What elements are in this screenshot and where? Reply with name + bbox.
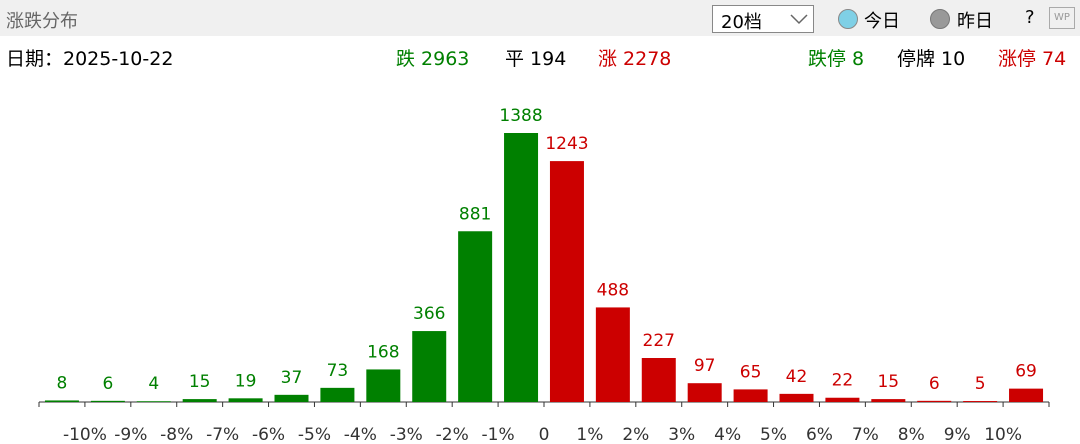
- x-tick-label: 10%: [984, 425, 1022, 444]
- bar: [90, 400, 125, 402]
- x-tick-label: -9%: [114, 425, 147, 444]
- value-label: 366: [413, 304, 445, 324]
- x-tick-label: -3%: [390, 425, 423, 444]
- bar: [1009, 388, 1044, 402]
- bar: [274, 394, 309, 402]
- value-label: 69: [1015, 362, 1037, 382]
- value-label: 19: [235, 371, 257, 391]
- bar: [687, 383, 722, 402]
- radio-today-label: 今日: [864, 11, 900, 32]
- dropdown-arrow: [790, 14, 808, 25]
- value-label: 15: [189, 372, 211, 392]
- bar: [917, 400, 952, 402]
- bar: [136, 401, 171, 402]
- value-label: 881: [459, 204, 491, 224]
- value-label: 168: [367, 342, 399, 362]
- bar: [595, 307, 630, 402]
- x-tick-label: -6%: [252, 425, 285, 444]
- bar: [458, 231, 493, 402]
- x-tick-label: 7%: [852, 425, 879, 444]
- value-label: 37: [281, 368, 303, 388]
- value-label: 73: [327, 361, 349, 381]
- value-label: 22: [832, 371, 854, 391]
- radio-yesterday-label: 昨日: [957, 11, 993, 32]
- flat-count: 平 194: [505, 48, 567, 70]
- x-tick-label: -2%: [436, 425, 469, 444]
- panel-title: 涨跌分布: [6, 11, 78, 32]
- bar: [504, 133, 539, 402]
- limit-up: 涨停 74: [998, 48, 1067, 70]
- value-label: 15: [877, 372, 899, 392]
- x-tick-label: 5%: [760, 425, 787, 444]
- limit-down: 跌停 8: [808, 48, 865, 70]
- x-tick-label: -7%: [206, 425, 239, 444]
- dropdown[interactable]: 20档: [712, 5, 814, 33]
- x-tick-label: 2%: [622, 425, 649, 444]
- value-label: 4: [148, 374, 159, 394]
- x-tick-label: -5%: [298, 425, 331, 444]
- x-tick-label: -8%: [160, 425, 193, 444]
- suspended: 停牌 10: [897, 48, 966, 70]
- value-label: 227: [643, 331, 675, 351]
- bar: [963, 401, 998, 402]
- radio-today[interactable]: [838, 9, 858, 29]
- bar: [779, 393, 814, 402]
- bar: [182, 399, 217, 402]
- radio-yesterday[interactable]: [930, 9, 950, 29]
- bar: [871, 399, 906, 402]
- down-count: 跌 2963: [396, 48, 470, 70]
- x-tick-label: 9%: [944, 425, 971, 444]
- value-label: 8: [57, 373, 68, 393]
- x-tick-label: -10%: [63, 425, 107, 444]
- x-tick-label: 3%: [668, 425, 695, 444]
- x-tick-label: 6%: [806, 425, 833, 444]
- date: 日期：2025-10-22: [6, 48, 174, 70]
- value-label: 6: [929, 374, 940, 394]
- value-label: 42: [786, 367, 808, 387]
- bar: [641, 358, 676, 402]
- bar: [366, 369, 401, 402]
- bar: [228, 398, 263, 402]
- bar: [825, 397, 860, 402]
- bar: [412, 331, 447, 402]
- title-bar: 涨跌分布 20档 今日 昨日 ? WP: [0, 0, 1080, 36]
- bar: [733, 389, 768, 402]
- value-label: 5: [975, 374, 986, 394]
- x-tick-label: -4%: [344, 425, 377, 444]
- bar: [320, 387, 355, 402]
- x-tick-label: 0: [539, 425, 550, 444]
- value-label: 97: [694, 356, 716, 376]
- value-label: 488: [597, 280, 629, 300]
- x-tick-label: 1%: [576, 425, 603, 444]
- value-label: 1243: [545, 134, 588, 154]
- value-label: 1388: [499, 106, 542, 126]
- value-label: 6: [102, 374, 113, 394]
- dropdown-value: 20档: [721, 12, 762, 33]
- bar: [549, 161, 584, 402]
- wp-icon[interactable]: WP: [1049, 7, 1075, 29]
- bar: [44, 400, 79, 402]
- value-label: 65: [740, 362, 762, 382]
- up-count: 涨 2278: [598, 48, 672, 70]
- x-tick-label: 4%: [714, 425, 741, 444]
- x-tick-label: 8%: [898, 425, 925, 444]
- x-tick-label: -1%: [482, 425, 515, 444]
- help[interactable]: ?: [1025, 7, 1035, 28]
